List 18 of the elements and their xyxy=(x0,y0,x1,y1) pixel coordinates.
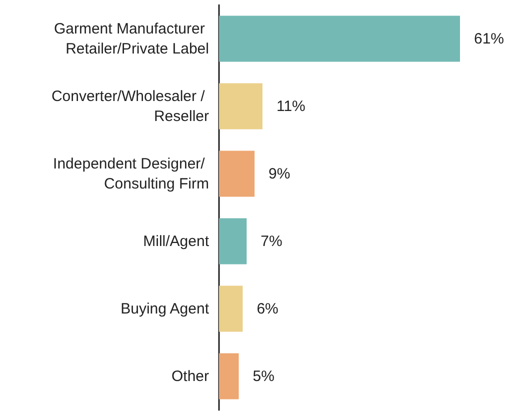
y-tick-label: Independent Designer/ Consulting Firm xyxy=(53,155,209,192)
data-label: 61% xyxy=(474,30,504,48)
y-tick-label: Mill/Agent xyxy=(143,232,210,250)
data-label: 11% xyxy=(276,98,306,115)
bar xyxy=(219,16,460,62)
data-label: 5% xyxy=(252,368,274,385)
bar xyxy=(219,218,247,264)
data-label: 9% xyxy=(268,165,290,182)
y-tick-label: Garment Manufacturer Retailer/Private Label xyxy=(54,20,209,58)
bar xyxy=(219,83,262,130)
y-tick-label: Converter/Wholesaler / Reseller xyxy=(51,88,209,125)
data-label: 6% xyxy=(256,300,278,318)
y-tick-label: Buying Agent xyxy=(120,300,210,318)
bar xyxy=(219,286,243,332)
y-tick-label: Other xyxy=(171,368,210,385)
bar xyxy=(219,150,255,197)
data-label: 7% xyxy=(260,232,282,250)
bar xyxy=(219,353,239,400)
